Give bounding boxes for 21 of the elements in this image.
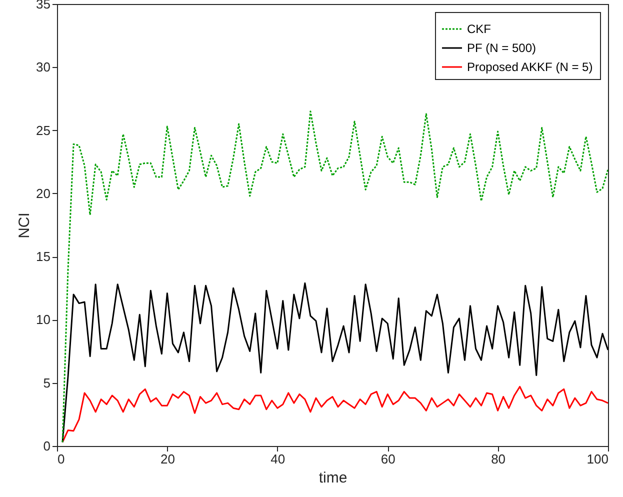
y-tick-label: 5 [43,375,50,390]
legend-label: Proposed AKKF (N = 5) [467,60,593,74]
x-tick-label: 60 [380,452,396,466]
x-tick-label: 20 [160,452,175,466]
y-tick-label: 25 [36,122,50,138]
x-tick-label: 100 [586,452,608,466]
x-axis-title: time [318,470,348,486]
y-tick-label: 15 [36,249,50,264]
y-tick-label: 20 [36,186,50,201]
x-tick-label: 0 [58,452,65,466]
y-tick-label: 10 [36,312,50,328]
line-series [62,386,608,443]
legend-label: PF (N = 500) [467,41,536,55]
x-tick-label: 40 [270,452,286,466]
line-series [62,282,608,443]
y-tick-label: 0 [43,438,50,454]
legend-label: CKF [467,22,491,36]
x-tick-label: 80 [491,452,506,466]
line-series [62,110,608,443]
y-axis-title: NCI [16,212,34,238]
y-tick-label: 30 [36,60,50,75]
